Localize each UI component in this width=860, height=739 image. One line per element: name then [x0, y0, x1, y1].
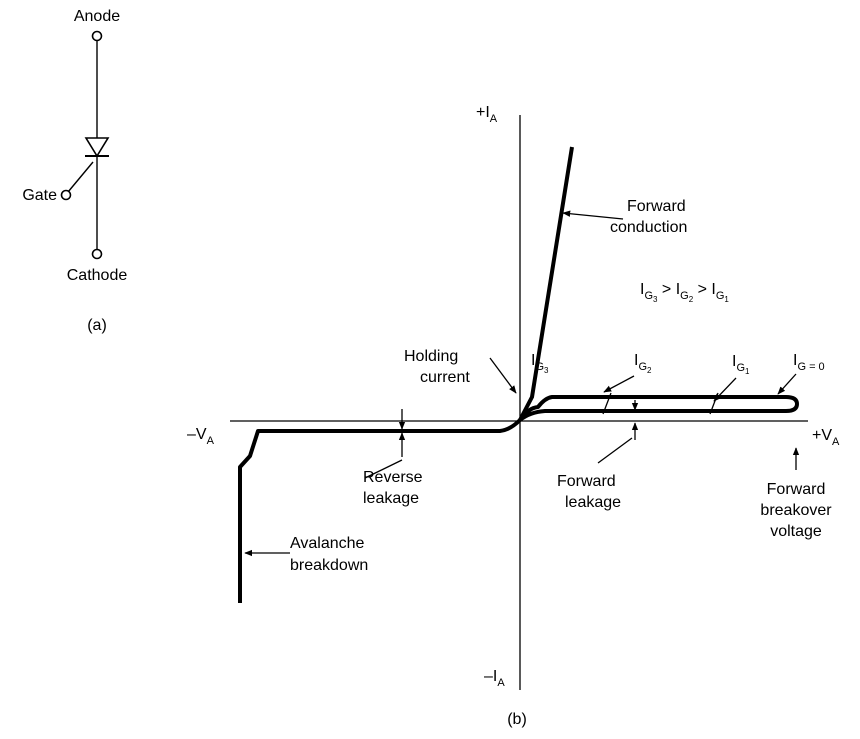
caption-a: (a) — [87, 317, 107, 334]
reverse-leakage-leader — [364, 459, 403, 479]
neg-voltage-axis-label: –VA — [187, 426, 215, 447]
ig2-tick — [602, 392, 612, 415]
forward-conduction-curve — [518, 146, 574, 421]
ig3-label: IG3 — [531, 352, 549, 375]
gate-current-relation: IG3 > IG2 > IG1 — [640, 281, 729, 304]
gate-lead — [67, 161, 94, 193]
holding-current-arrow — [489, 357, 517, 394]
gate-label: Gate — [22, 187, 57, 204]
pos-current-axis-label: +IA — [476, 104, 498, 125]
vi-characteristic: +IA –IA –VA +VA Forward conduction Holdin… — [187, 104, 840, 728]
reverse-leakage-label: Reverse leakage — [363, 469, 423, 507]
cathode-label: Cathode — [67, 267, 128, 284]
avalanche-label: Avalanche breakdown — [290, 535, 368, 574]
ig1-label: IG1 — [732, 353, 750, 376]
ig2-arrow — [603, 375, 635, 393]
reverse-characteristic-curve — [238, 418, 522, 603]
ig0-label: IG = 0 — [793, 352, 825, 373]
caption-b: (b) — [507, 711, 527, 728]
forward-conduction-label: Forward conduction — [610, 198, 687, 236]
ig2-label: IG2 — [634, 352, 652, 375]
diode-triangle — [84, 137, 110, 158]
holding-current-label: Holding current — [404, 348, 470, 386]
forward-breakover-label: Forward breakover voltage — [760, 481, 832, 540]
gate-terminal — [60, 189, 72, 201]
scr-symbol: Anode Gate Cathode (a) — [22, 8, 127, 334]
anode-terminal — [91, 30, 103, 42]
ig0-arrow — [777, 373, 797, 395]
ig1-arrow — [713, 377, 737, 402]
forward-leakage-label: Forward leakage — [557, 473, 621, 511]
pos-voltage-axis-label: +VA — [812, 427, 840, 448]
forward-conduction-arrow — [562, 210, 624, 220]
anode-label: Anode — [74, 8, 120, 25]
forward-blocking-curve — [518, 395, 799, 422]
cathode-terminal — [91, 248, 103, 260]
neg-current-axis-label: –IA — [484, 668, 505, 689]
forward-leakage-leader — [597, 437, 633, 464]
